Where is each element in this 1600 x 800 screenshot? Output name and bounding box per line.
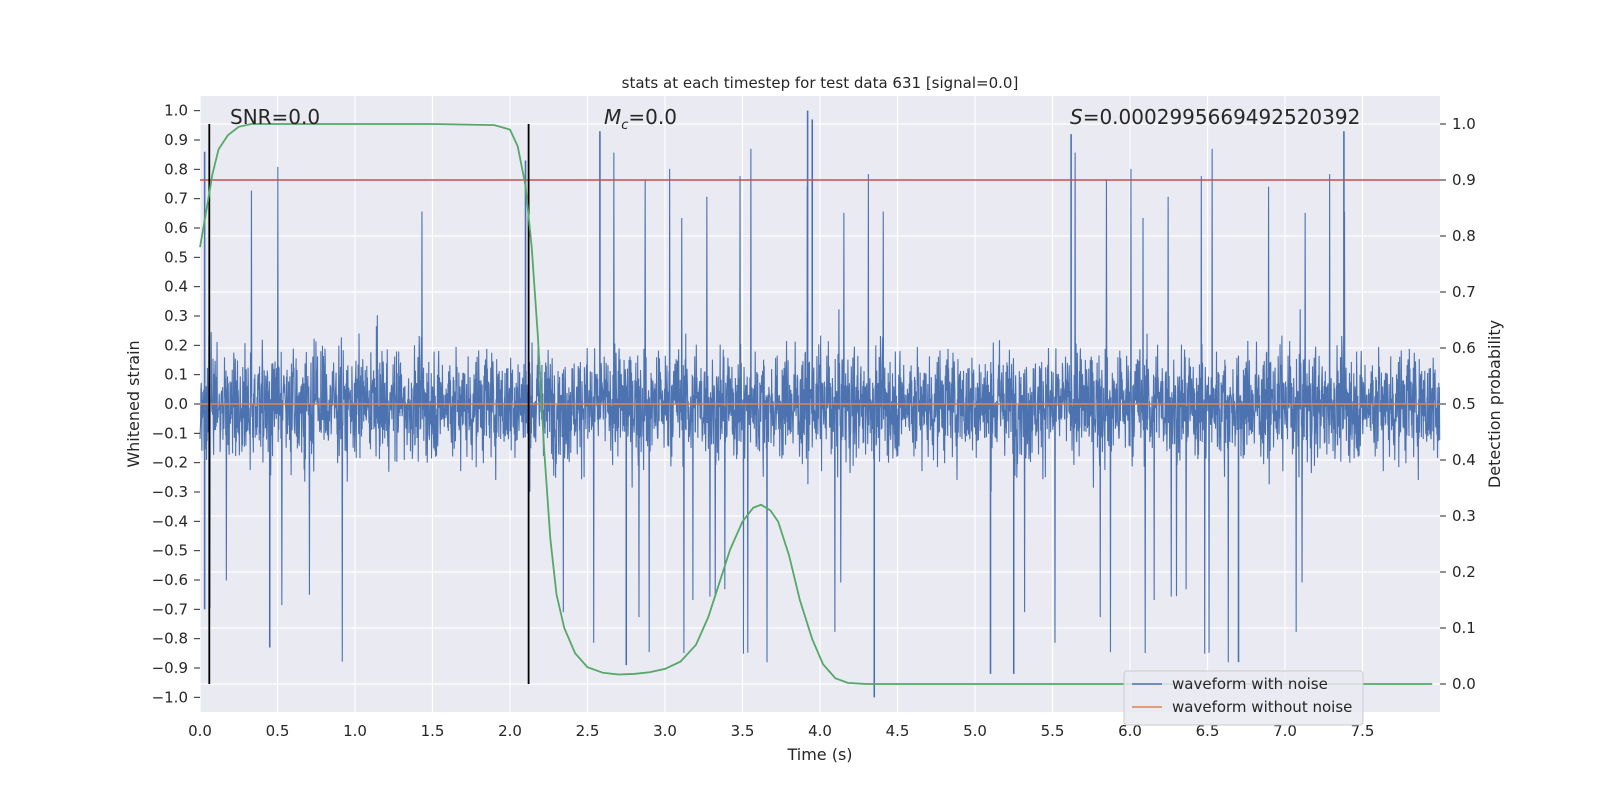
- y-right-tick-label: 0.9: [1452, 171, 1476, 189]
- x-tick-label: 3.0: [653, 722, 677, 740]
- legend-label-noise: waveform with noise: [1172, 675, 1328, 693]
- y-right-tick-label: 0.0: [1452, 675, 1476, 693]
- y-right-tick-label: 0.1: [1452, 619, 1476, 637]
- s-annotation: S=0.0002995669492520392: [1070, 105, 1360, 129]
- y-left-tick-label: −0.1: [152, 424, 188, 442]
- x-tick-label: 4.5: [886, 722, 910, 740]
- legend-box: [1123, 670, 1364, 726]
- y-left-tick-label: 1.0: [164, 102, 188, 120]
- y-left-tick-label: −0.6: [152, 571, 188, 589]
- y-left-tick-label: −0.4: [152, 512, 188, 530]
- y-left-tick-label: −0.5: [152, 542, 188, 560]
- y-right-tick-label: 0.8: [1452, 227, 1476, 245]
- x-tick-label: 5.5: [1041, 722, 1065, 740]
- y-left-tick-label: 0.1: [164, 366, 188, 384]
- x-tick-label: 1.5: [421, 722, 445, 740]
- y-right-tick-label: 0.6: [1452, 339, 1476, 357]
- y-left-tick-label: −0.9: [152, 659, 188, 677]
- y-left-tick-label: 0.5: [164, 248, 188, 266]
- chart-title: stats at each timestep for test data 631…: [622, 74, 1019, 92]
- overlays: [199, 123, 1440, 685]
- y-left-tick-label: −0.7: [152, 600, 188, 618]
- y-right-tick-label: 0.7: [1452, 283, 1476, 301]
- x-axis-label: Time (s): [786, 745, 852, 764]
- x-tick-label: 7.0: [1273, 722, 1297, 740]
- x-tick-label: 2.5: [576, 722, 600, 740]
- ticks: 0.0 0.5 1.0 1.5 2.0 2.5 3.0 3.5 4.0 4.5 5.0 5.5 6.0 6…: [152, 102, 1476, 740]
- y-right-tick-label: 0.3: [1452, 507, 1476, 525]
- y-axis-label-left: Whitened strain: [124, 340, 143, 467]
- x-tick-label: 2.0: [498, 722, 522, 740]
- x-tick-label: 1.0: [343, 722, 367, 740]
- legend: waveform with noise waveform without noi…: [1123, 670, 1364, 726]
- y-left-tick-label: 0.8: [164, 160, 188, 178]
- x-tick-label: 5.0: [963, 722, 987, 740]
- series-detection-probability: [199, 123, 1433, 685]
- y-left-tick-label: 0.9: [164, 131, 188, 149]
- y-left-tick-label: 0.7: [164, 190, 188, 208]
- legend-label-clean: waveform without noise: [1172, 698, 1352, 716]
- y-left-tick-label: 0.4: [164, 278, 188, 296]
- y-left-tick-label: −0.2: [152, 454, 188, 472]
- snr-annotation: SNR=0.0: [230, 105, 320, 129]
- y-left-tick-label: 0.3: [164, 307, 188, 325]
- x-tick-label: 0.5: [266, 722, 290, 740]
- x-tick-label: 0.0: [188, 722, 212, 740]
- mc-annotation: Mc=0.0: [604, 105, 677, 133]
- x-tick-label: 6.5: [1196, 722, 1220, 740]
- y-left-tick-label: 0.0: [164, 395, 188, 413]
- y-left-tick-label: −1.0: [152, 688, 188, 706]
- y-left-tick-label: 0.6: [164, 219, 188, 237]
- y-axis-label-right: Detection probability: [1485, 320, 1504, 488]
- x-tick-label: 6.0: [1118, 722, 1142, 740]
- y-left-tick-label: −0.3: [152, 483, 188, 501]
- y-right-tick-label: 1.0: [1452, 115, 1476, 133]
- x-tick-label: 7.5: [1351, 722, 1375, 740]
- y-left-tick-label: 0.2: [164, 336, 188, 354]
- y-right-tick-label: 0.4: [1452, 451, 1476, 469]
- y-right-tick-label: 0.2: [1452, 563, 1476, 581]
- x-tick-label: 3.5: [731, 722, 755, 740]
- y-left-tick-label: −0.8: [152, 630, 188, 648]
- y-right-tick-label: 0.5: [1452, 395, 1476, 413]
- x-tick-label: 4.0: [808, 722, 832, 740]
